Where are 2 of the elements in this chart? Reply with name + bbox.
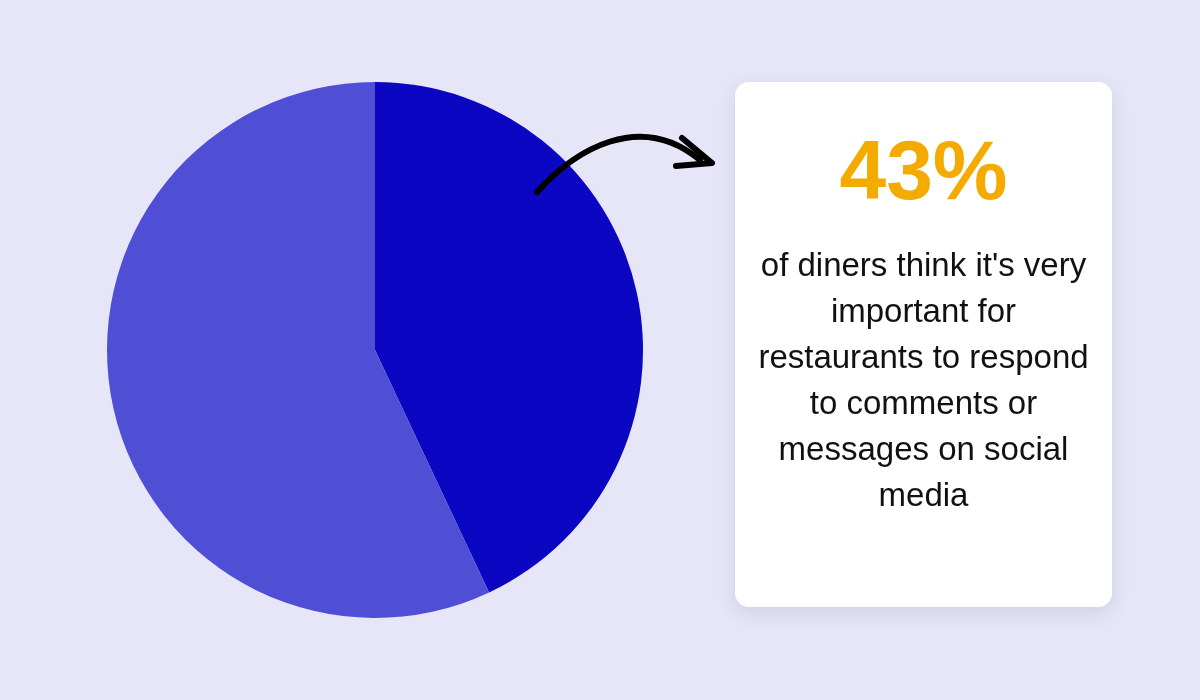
text: 43% — [838, 122, 1009, 218]
text: of diners think it's very important for restaurants to respond to comments or messages on social media — [757, 245, 1090, 515]
